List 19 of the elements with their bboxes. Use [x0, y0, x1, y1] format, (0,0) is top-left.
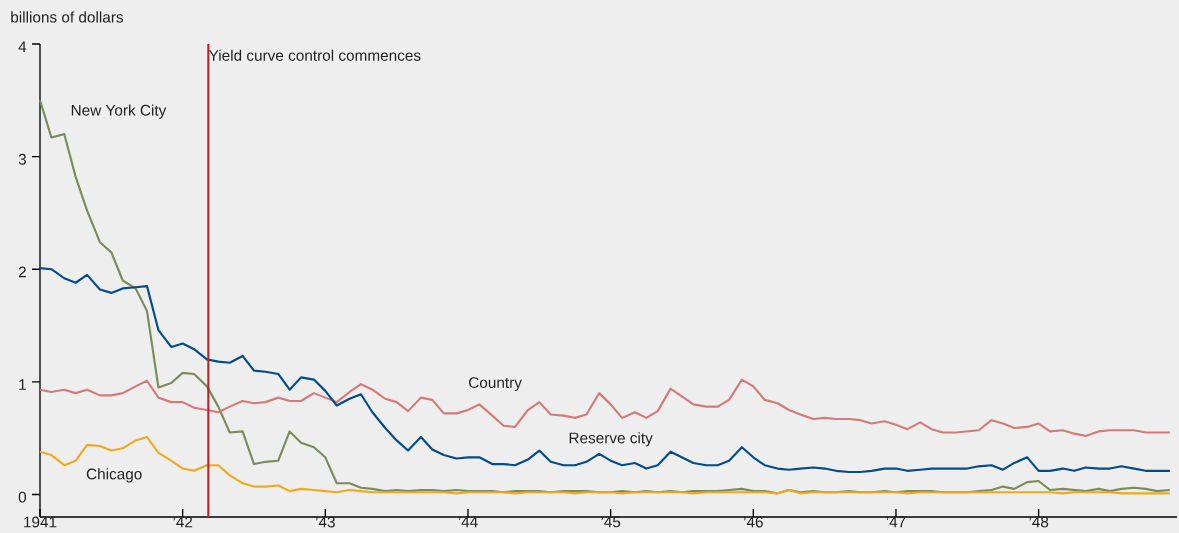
y-tick-label: 2	[18, 266, 26, 278]
x-tick-label: ’47	[886, 516, 906, 528]
x-tick-label: ’42	[173, 516, 193, 528]
y-tick-label: 1	[19, 379, 26, 390]
y-tick-label: 0	[18, 491, 27, 503]
x-tick-label: ’48	[1029, 516, 1049, 528]
ref-line-label: Yield curve control commences	[208, 49, 421, 61]
y-tick-label: 4	[18, 41, 27, 52]
x-tick-label: ’46	[744, 516, 763, 528]
x-tick-label: ’45	[601, 516, 621, 528]
series-label: Country	[469, 377, 522, 392]
series-label: Reserve city	[569, 432, 653, 447]
series-label: Chicago	[86, 468, 142, 483]
x-tick-label: ’44	[458, 516, 478, 528]
y-tick-label: 3	[18, 153, 26, 165]
y-axis-title: billions of dollars	[11, 11, 124, 23]
x-tick-label: ’43	[316, 516, 335, 528]
series-label: New York City	[71, 104, 167, 119]
x-tick-label: 1941	[24, 516, 57, 528]
